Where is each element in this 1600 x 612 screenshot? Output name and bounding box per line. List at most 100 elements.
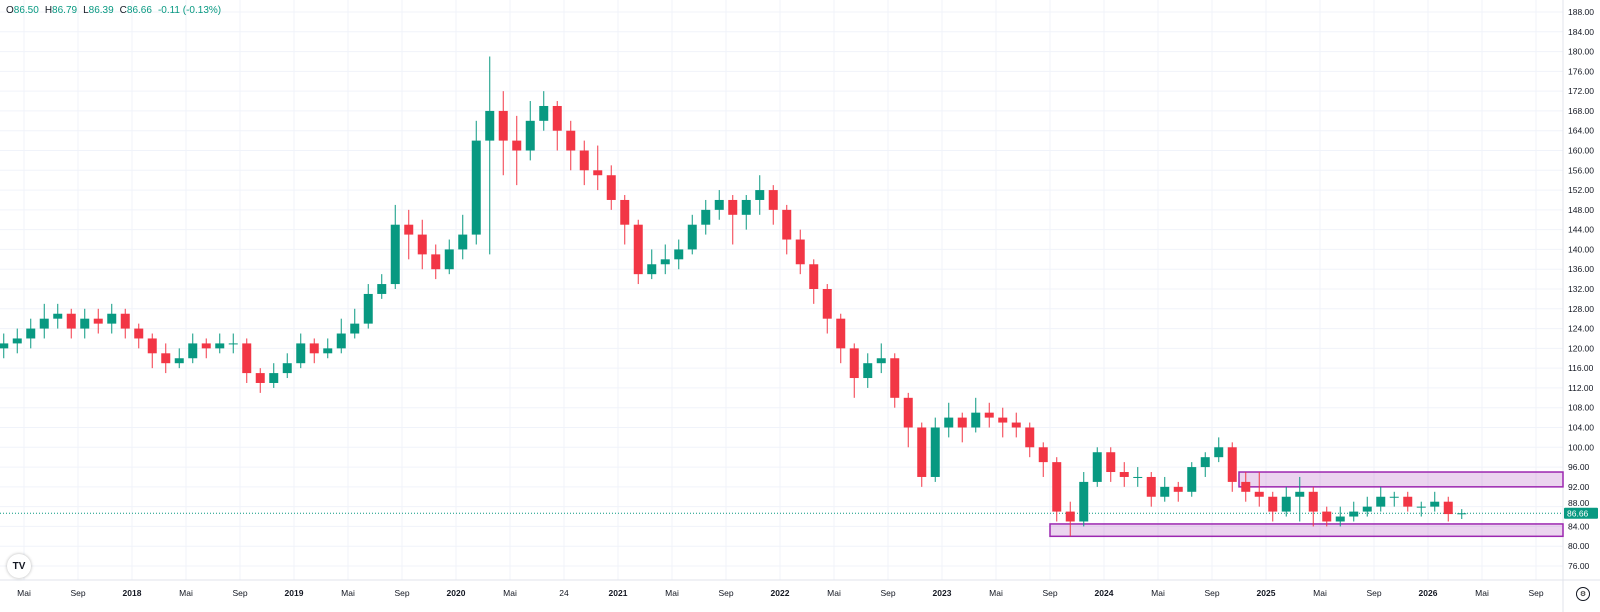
candle <box>539 91 549 131</box>
price-tick-label: 120.00 <box>1568 343 1594 353</box>
candle <box>80 308 90 339</box>
candle <box>1160 476 1170 502</box>
close-value: C86.66 <box>120 5 152 16</box>
candle-body <box>1227 447 1237 482</box>
time-tick-label: Mai <box>17 588 31 598</box>
time-tick-label: Mai <box>1475 588 1489 598</box>
candle-body <box>633 224 643 275</box>
candle <box>1200 452 1210 477</box>
candle <box>161 343 171 374</box>
candle <box>593 145 603 191</box>
candle <box>1079 472 1089 527</box>
candle-body <box>458 234 468 250</box>
candle <box>309 338 319 364</box>
time-tick-label: Sep <box>1204 588 1219 598</box>
candle-body <box>566 130 576 151</box>
candle <box>876 343 886 374</box>
candle-body <box>296 343 306 364</box>
candle-body <box>215 343 225 349</box>
candle <box>849 343 859 398</box>
candle-body <box>782 209 792 240</box>
price-tick-label: 76.00 <box>1568 561 1590 571</box>
candle <box>1173 481 1183 502</box>
candle-body <box>1119 472 1129 477</box>
candle-body <box>323 348 333 354</box>
candle <box>390 204 400 289</box>
candle <box>1430 491 1440 512</box>
candle <box>296 333 306 369</box>
candle-body <box>512 140 522 151</box>
price-tick-label: 188.00 <box>1568 7 1594 17</box>
gear-icon[interactable]: ⚙ <box>1576 587 1590 601</box>
candle-body <box>444 249 454 270</box>
time-tick-label: 2019 <box>285 588 304 598</box>
candle <box>93 308 103 334</box>
candle-body <box>1011 422 1021 428</box>
time-tick-label: Mai <box>503 588 517 598</box>
candle <box>1335 506 1345 527</box>
candle-body <box>0 343 9 349</box>
time-tick-label: 2026 <box>1419 588 1438 598</box>
time-tick-label: Mai <box>179 588 193 598</box>
candle-body <box>1362 506 1372 512</box>
candle <box>755 175 765 215</box>
candle-body <box>606 175 616 200</box>
candle <box>1214 437 1224 463</box>
price-tick-label: 148.00 <box>1568 205 1594 215</box>
candle <box>687 214 697 255</box>
candle-body <box>174 358 184 364</box>
candle-body <box>647 264 657 275</box>
candle <box>255 368 265 393</box>
candle <box>1133 467 1143 487</box>
tradingview-logo[interactable]: TV <box>7 554 31 578</box>
time-tick-label: 2020 <box>447 588 466 598</box>
candle-body <box>917 427 927 477</box>
candle-body <box>768 190 778 210</box>
candle-body <box>687 224 697 250</box>
candle-body <box>809 264 819 289</box>
candle <box>1011 412 1021 438</box>
time-tick-label: Sep <box>1366 588 1381 598</box>
candle <box>863 353 873 388</box>
candle <box>809 259 819 304</box>
candle-body <box>903 397 913 428</box>
candle-body <box>876 358 886 364</box>
time-tick-label: Sep <box>880 588 895 598</box>
candle-body <box>269 373 279 383</box>
candle-body <box>201 343 211 349</box>
candle <box>620 195 630 245</box>
candle <box>1443 496 1453 522</box>
candle <box>1322 506 1332 527</box>
price-tick-label: 136.00 <box>1568 264 1594 274</box>
candle <box>107 303 117 334</box>
candle-body <box>134 328 144 339</box>
time-tick-label: 2021 <box>609 588 628 598</box>
candle-body <box>1403 496 1413 507</box>
time-tick-label: Mai <box>341 588 355 598</box>
candle <box>201 338 211 359</box>
candle-body <box>147 338 157 354</box>
candle <box>215 333 225 354</box>
candle-body <box>1389 496 1399 498</box>
candle-body <box>944 417 954 428</box>
candle <box>512 115 522 186</box>
candle <box>1457 509 1467 520</box>
candle <box>0 333 9 359</box>
open-number: 86.50 <box>13 5 39 16</box>
price-tick-label: 80.00 <box>1568 541 1590 551</box>
low-value: L86.39 <box>83 5 114 16</box>
candle <box>660 244 670 275</box>
candle <box>1106 447 1116 482</box>
candle-body <box>890 358 900 398</box>
candle <box>795 229 805 275</box>
candle <box>66 308 76 339</box>
candle <box>606 165 616 210</box>
candle <box>1268 491 1278 522</box>
candle <box>39 303 49 339</box>
price-tick-label: 160.00 <box>1568 146 1594 156</box>
candle-body <box>1416 506 1426 508</box>
candle <box>957 412 967 443</box>
candle <box>26 318 36 349</box>
candle-body <box>552 105 562 131</box>
